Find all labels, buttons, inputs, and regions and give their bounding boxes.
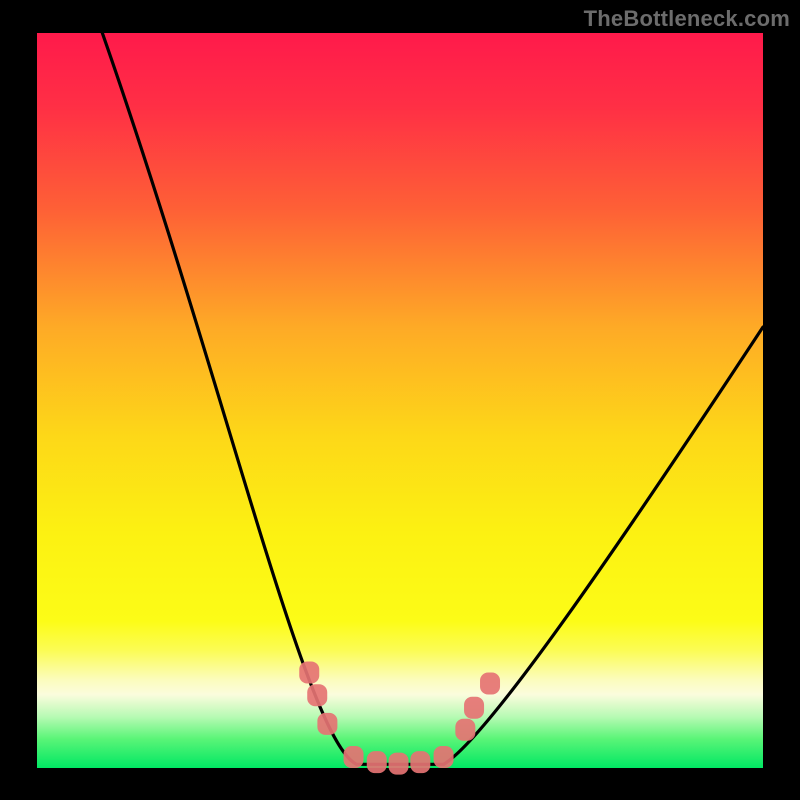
- curve-marker: [480, 672, 500, 694]
- curve-marker: [389, 753, 409, 775]
- curve-marker: [307, 684, 327, 706]
- chart-container: TheBottleneck.com: [0, 0, 800, 800]
- curve-marker: [410, 751, 430, 773]
- curve-marker: [299, 661, 319, 683]
- curve-marker: [464, 697, 484, 719]
- chart-svg: [0, 0, 800, 800]
- curve-marker: [344, 746, 364, 768]
- curve-marker: [367, 751, 387, 773]
- curve-marker: [455, 719, 475, 741]
- plot-area: [37, 33, 763, 768]
- watermark-text: TheBottleneck.com: [584, 6, 790, 32]
- curve-marker: [317, 713, 337, 735]
- curve-marker: [434, 746, 454, 768]
